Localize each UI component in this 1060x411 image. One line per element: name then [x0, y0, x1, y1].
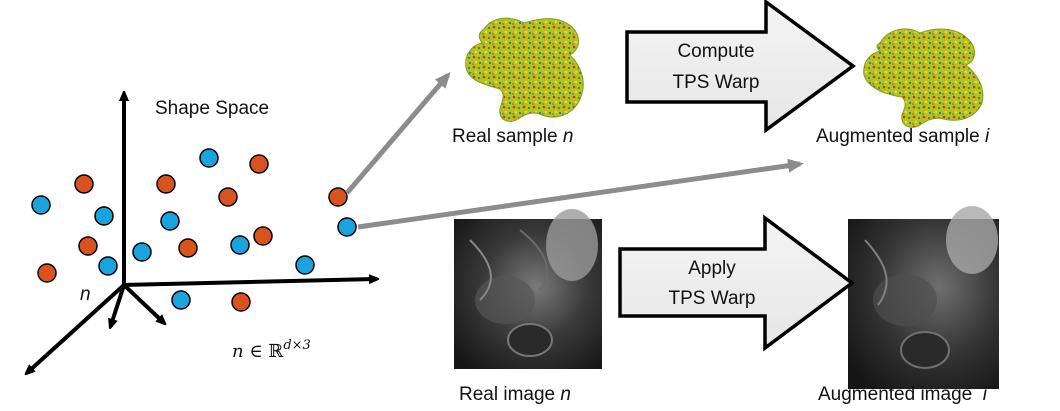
formula-var: n	[232, 341, 244, 362]
real-image	[454, 209, 602, 369]
tps-warp-label-top: TPS Warp	[673, 72, 760, 93]
blue-shape-point	[94, 206, 114, 226]
z-axis	[28, 283, 126, 372]
blue-shape-point	[160, 211, 180, 231]
augmented-sample-mesh	[863, 28, 984, 128]
orange-shape-point	[218, 187, 238, 207]
basis-vector-1	[111, 284, 126, 325]
orange-shape-point	[78, 236, 98, 256]
basis-vector-2	[122, 283, 163, 322]
formula-exp: d×3	[283, 338, 311, 353]
tps-warp-label-bottom: TPS Warp	[669, 288, 756, 309]
blue-shape-point	[295, 255, 315, 275]
real-image-label: Real image n	[459, 384, 571, 405]
blue-shape-point	[337, 217, 357, 237]
blue-shape-point	[98, 256, 118, 276]
blue-shape-point	[132, 242, 152, 262]
apply-tps-warp-arrow: Apply TPS Warp	[618, 214, 855, 352]
axis-point-label: n	[80, 284, 91, 305]
orange-shape-point	[156, 174, 176, 194]
blue-shape-point	[31, 195, 51, 215]
real-sample-label: Real sample n	[452, 126, 573, 147]
gray-arrow-to-augmented-sample	[357, 158, 804, 230]
shape-formula: n ∈ ℝd×3	[232, 338, 311, 362]
formula-in: ∈	[244, 341, 269, 362]
apply-label: Apply	[688, 258, 736, 279]
orange-shape-point	[328, 187, 348, 207]
blue-shape-point	[230, 235, 250, 255]
orange-shape-point	[249, 154, 269, 174]
orange-shape-point	[74, 174, 94, 194]
orange-shape-point	[37, 263, 57, 283]
augmented-sample-label: Augmented sample i	[816, 126, 990, 147]
blue-shape-point	[171, 290, 191, 310]
shape-space-axes	[28, 95, 375, 372]
orange-shape-point	[253, 226, 273, 246]
compute-tps-warp-arrow: Compute TPS Warp	[625, 0, 856, 134]
blue-shape-point	[199, 148, 219, 168]
augmented-image-label: Augmented image i	[818, 384, 988, 405]
x-axis	[123, 279, 375, 287]
augmented-image	[848, 206, 999, 389]
shape-space-title: Shape Space	[155, 98, 269, 119]
orange-shape-point	[231, 292, 251, 312]
shape-points	[31, 148, 357, 312]
real-sample-mesh	[465, 17, 584, 122]
formula-set: ℝ	[268, 341, 284, 362]
orange-shape-point	[178, 238, 198, 258]
gray-arrow-to-real-sample	[345, 71, 451, 195]
compute-label: Compute	[677, 41, 754, 62]
